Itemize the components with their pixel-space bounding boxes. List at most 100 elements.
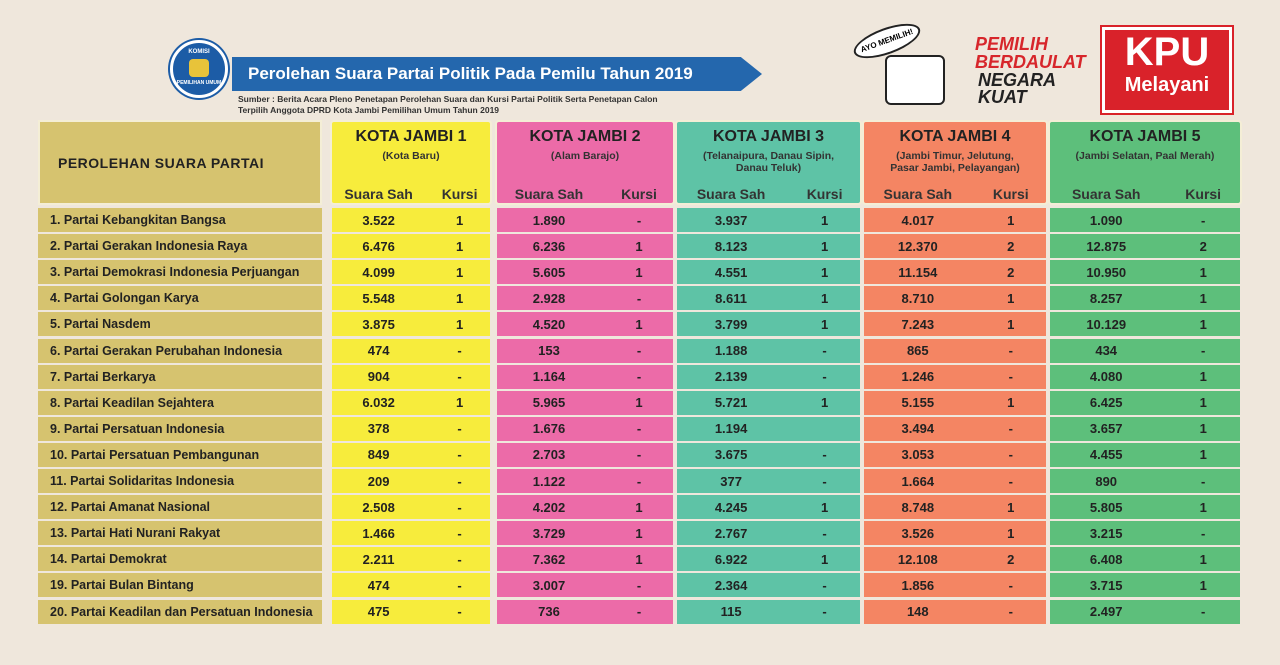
seat-count: 1 xyxy=(820,290,829,306)
vote-count: 1.188 xyxy=(714,343,748,359)
seat-count: - xyxy=(1201,212,1206,228)
seat-count: - xyxy=(457,577,462,593)
cell-bg xyxy=(497,521,673,546)
vote-count: 4.520 xyxy=(532,316,566,332)
party-name: 3. Partai Demokrasi Indonesia Perjuangan xyxy=(38,260,322,285)
seat-count: 1 xyxy=(820,238,829,254)
vote-count: 474 xyxy=(367,343,390,359)
vote-count: 890 xyxy=(1095,473,1118,489)
seat-count: 1 xyxy=(820,499,829,515)
vote-count: 4.202 xyxy=(532,499,566,515)
seat-count: - xyxy=(822,473,827,489)
cell-bg xyxy=(332,547,490,572)
seat-count: - xyxy=(822,447,827,463)
cell-bg xyxy=(864,364,1046,389)
vote-count: 1.890 xyxy=(532,212,566,228)
seat-count: 1 xyxy=(635,395,643,411)
seat-count: - xyxy=(1201,343,1206,359)
column-subtitle: (Alam Barajo) xyxy=(550,150,620,162)
cell-bg xyxy=(497,286,673,311)
seat-count: - xyxy=(636,343,642,359)
vote-count: 4.455 xyxy=(1089,447,1123,463)
column-name: KOTA JAMBI 2 xyxy=(529,128,641,145)
sub-header: Kursi xyxy=(992,186,1029,202)
sub-header: Suara Sah xyxy=(514,186,584,202)
seat-count: 1 xyxy=(1199,421,1207,437)
cell-bg xyxy=(332,442,490,467)
cell-bg xyxy=(332,312,490,337)
cell-bg xyxy=(864,208,1046,233)
mascot xyxy=(885,55,945,105)
cell-bg xyxy=(497,234,673,259)
vote-count: 3.657 xyxy=(1089,421,1123,437)
source-line: Sumber : Berita Acara Pleno Penetapan Pe… xyxy=(238,94,658,104)
corner-header: PEROLEHAN SUARA PARTAI xyxy=(38,120,322,205)
seat-count: 1 xyxy=(1199,499,1207,515)
seat-count: - xyxy=(1201,473,1206,489)
vote-count: 5.548 xyxy=(362,290,395,306)
cell-bg xyxy=(864,442,1046,467)
vote-count: 5.965 xyxy=(532,395,566,411)
seat-count: 1 xyxy=(635,551,643,567)
seat-count: - xyxy=(457,551,462,567)
kpu-badge: KPU Melayani xyxy=(1102,27,1232,113)
vote-count: 849 xyxy=(367,447,390,463)
seat-count: - xyxy=(457,525,462,541)
cell-bg xyxy=(677,312,860,337)
cell-bg xyxy=(677,547,860,572)
cell-bg xyxy=(332,260,490,285)
sub-header: Suara Sah xyxy=(883,186,953,202)
emblem-shape xyxy=(189,59,209,77)
seat-count: 1 xyxy=(820,316,829,332)
cell-bg xyxy=(497,469,673,494)
vote-count: 377 xyxy=(720,473,742,489)
vote-count: 209 xyxy=(367,473,390,489)
column-name: KOTA JAMBI 4 xyxy=(899,128,1011,145)
seat-count: - xyxy=(636,577,642,593)
party-name: 11. Partai Solidaritas Indonesia xyxy=(38,469,322,494)
seat-count: 1 xyxy=(1199,447,1207,463)
seat-count: - xyxy=(822,577,827,593)
seat-count: - xyxy=(636,473,642,489)
seat-count: - xyxy=(636,212,642,228)
vote-count: 736 xyxy=(538,604,560,620)
cell-bg xyxy=(332,599,490,624)
cell-bg xyxy=(864,599,1046,624)
vote-count: 3.007 xyxy=(532,577,566,593)
vote-count: 5.155 xyxy=(901,395,935,411)
seat-count: 1 xyxy=(820,551,829,567)
cell-bg xyxy=(864,338,1046,363)
party-name: 19. Partai Bulan Bintang xyxy=(38,573,322,598)
vote-count: 2.767 xyxy=(714,525,748,541)
seat-count: - xyxy=(822,604,827,620)
party-name: 4. Partai Golongan Karya xyxy=(38,286,322,311)
seat-count: 1 xyxy=(1007,499,1015,515)
seat-count: 1 xyxy=(1199,551,1207,567)
vote-count: 475 xyxy=(367,604,390,620)
seat-count: 1 xyxy=(635,316,643,332)
seat-count: - xyxy=(636,604,642,620)
vote-count: 6.408 xyxy=(1089,551,1123,567)
sub-header: Suara Sah xyxy=(696,186,766,202)
vote-count: 7.362 xyxy=(532,551,566,567)
source-line: Terpilih Anggota DPRD Kota Jambi Pemilih… xyxy=(238,105,500,115)
vote-count: 1.194 xyxy=(714,421,748,437)
cell-bg xyxy=(864,312,1046,337)
column-name: KOTA JAMBI 3 xyxy=(712,128,825,145)
cell-bg xyxy=(677,390,860,415)
sub-header: Suara Sah xyxy=(1071,186,1141,202)
seat-count: 1 xyxy=(1007,316,1015,332)
vote-count: 8.611 xyxy=(715,290,747,306)
seat-count: - xyxy=(457,447,462,463)
seat-count: - xyxy=(1008,369,1013,385)
party-name: 6. Partai Gerakan Perubahan Indonesia xyxy=(38,338,322,363)
cell-bg xyxy=(677,364,860,389)
seat-count: 2 xyxy=(1007,264,1015,280)
seat-count: 2 xyxy=(1007,551,1015,567)
vote-count: 3.799 xyxy=(714,316,748,332)
seat-count: - xyxy=(822,369,827,385)
vote-count: 474 xyxy=(367,577,390,593)
vote-count: 3.215 xyxy=(1089,525,1123,541)
vote-count: 2.497 xyxy=(1089,604,1123,620)
column-header-bg xyxy=(330,120,492,205)
